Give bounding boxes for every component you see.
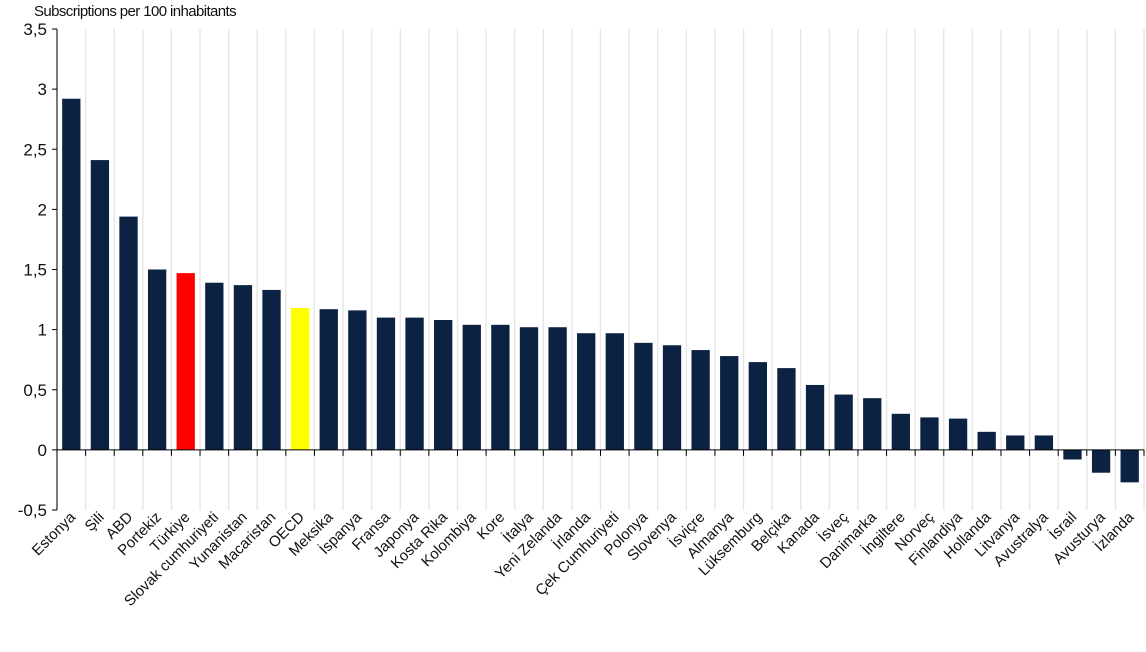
bar-22 — [691, 350, 710, 450]
bar-35 — [1063, 449, 1082, 460]
y-tick-label: 3,5 — [23, 20, 47, 39]
bar-10 — [348, 310, 367, 450]
bar-23 — [720, 356, 739, 450]
bar-1 — [90, 160, 110, 450]
bar-18 — [577, 333, 596, 450]
bar-7 — [262, 289, 281, 450]
y-tick-label: 0 — [38, 441, 47, 460]
bar-19 — [605, 333, 624, 450]
bar-30 — [920, 417, 939, 450]
y-tick-label: 3 — [38, 80, 47, 99]
bar-26 — [805, 384, 825, 450]
bar-20 — [634, 342, 653, 450]
bar-37 — [1120, 449, 1139, 483]
bar-6 — [233, 285, 253, 450]
bar-13 — [434, 320, 453, 450]
bar-11 — [376, 317, 396, 450]
bar-31 — [948, 418, 968, 450]
bar-8 — [290, 307, 310, 450]
bar-9 — [319, 309, 338, 450]
y-tick-label: 1,5 — [23, 261, 47, 280]
bar-12 — [405, 317, 424, 450]
y-tick-label: 0,5 — [23, 381, 47, 400]
bar-3 — [147, 269, 167, 450]
bar-24 — [748, 362, 767, 450]
bar-21 — [662, 345, 682, 450]
bar-36 — [1091, 449, 1111, 473]
bar-0 — [62, 98, 81, 450]
y-tick-label: 2,5 — [23, 140, 47, 159]
y-tick-label: 2 — [38, 200, 47, 219]
bar-17 — [548, 327, 567, 450]
bar-16 — [519, 327, 539, 450]
bar-25 — [777, 368, 796, 450]
bar-32 — [977, 431, 996, 450]
y-tick-label: -0,5 — [18, 501, 47, 520]
bar-27 — [834, 394, 853, 450]
y-tick-label: 1 — [38, 321, 47, 340]
bar-4 — [176, 273, 195, 450]
bar-34 — [1034, 435, 1054, 450]
bar-14 — [462, 324, 481, 450]
bar-15 — [491, 324, 510, 450]
y-axis-label: Subscriptions per 100 inhabitants — [34, 3, 237, 20]
bar-29 — [891, 413, 911, 450]
bar-28 — [863, 398, 882, 450]
bar-2 — [119, 216, 138, 450]
bar-5 — [205, 282, 224, 450]
bar-33 — [1006, 435, 1025, 450]
